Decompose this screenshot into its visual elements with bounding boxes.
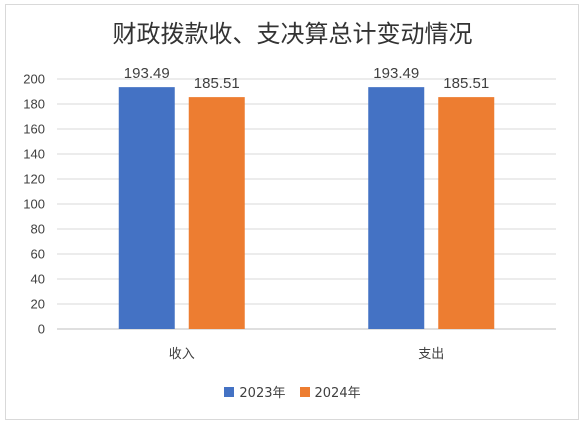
legend-swatch-2023 <box>224 386 235 397</box>
bar-支出-2023年 <box>368 87 425 329</box>
y-tick-label: 20 <box>31 297 45 312</box>
y-tick-label: 40 <box>31 272 45 287</box>
y-tick-label: 100 <box>23 197 45 212</box>
y-tick-label: 140 <box>23 147 45 162</box>
chart-title: 财政拨款收、支决算总计变动情况 <box>112 20 473 48</box>
bar-支出-2024年 <box>438 97 495 329</box>
legend-label-2023: 2023年 <box>239 386 286 401</box>
bars <box>118 87 495 329</box>
data-labels: 193.49 185.51 193.49 185.51 <box>124 65 489 92</box>
bar-收入-2023年 <box>118 87 175 329</box>
legend-label-2024: 2024年 <box>314 386 361 401</box>
data-label: 193.49 <box>124 65 170 82</box>
x-axis-categories: 收入 支出 <box>169 347 445 362</box>
legend-item-2024: 2024年 <box>299 382 361 401</box>
x-category-label: 收入 <box>169 347 195 362</box>
legend: 2023年 2024年 <box>0 382 585 401</box>
data-label: 185.51 <box>443 75 489 92</box>
legend-swatch-2024 <box>299 386 310 397</box>
y-tick-label: 120 <box>23 172 45 187</box>
legend-item-2023: 2023年 <box>224 382 286 401</box>
x-category-label: 支出 <box>418 347 444 362</box>
y-tick-label: 80 <box>31 222 45 237</box>
data-label: 185.51 <box>194 75 240 92</box>
y-tick-label: 60 <box>31 247 45 262</box>
data-label: 193.49 <box>373 65 419 82</box>
y-tick-label: 160 <box>23 122 45 137</box>
y-tick-label: 200 <box>23 72 45 87</box>
bar-收入-2024年 <box>188 97 245 329</box>
y-axis-ticks: 0 20 40 60 80 100 120 140 160 180 200 <box>23 72 45 337</box>
y-tick-label: 0 <box>38 322 45 337</box>
y-tick-label: 180 <box>23 97 45 112</box>
